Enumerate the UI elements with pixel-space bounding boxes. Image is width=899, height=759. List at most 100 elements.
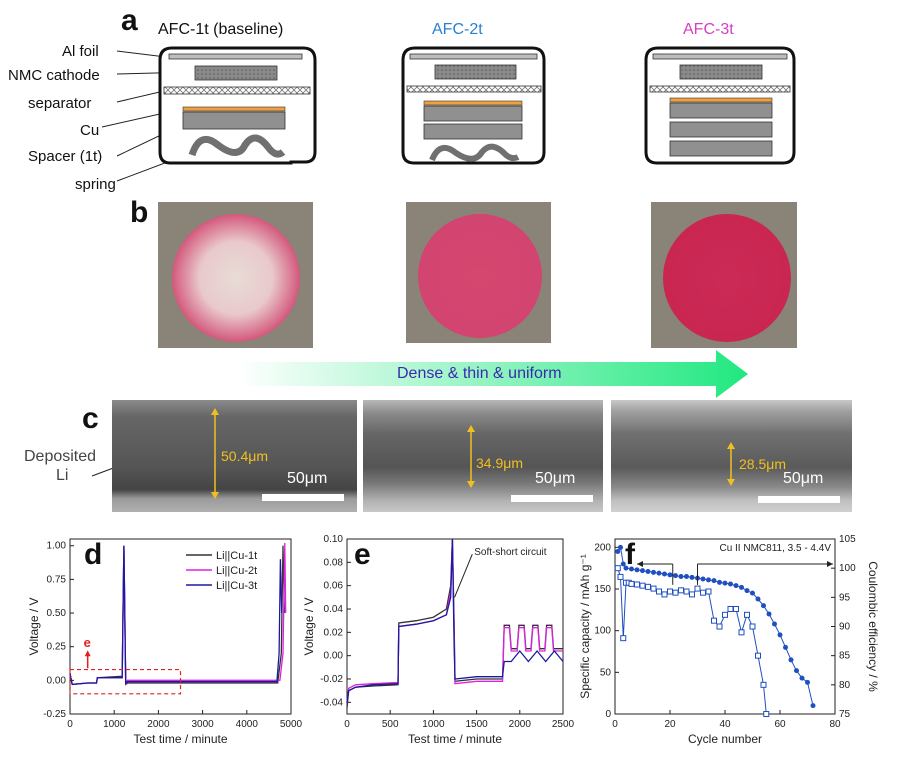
- capacity-point: [810, 703, 816, 709]
- trend-arrow-label: Dense & thin & uniform: [397, 365, 562, 382]
- trend-arrow: [238, 350, 748, 398]
- cell-condition-annotation: Cu II NMC811, 3.5 - 4.4V: [719, 543, 831, 554]
- deposit-photo-1t: [158, 202, 313, 348]
- capacity-point: [689, 574, 695, 580]
- capacity-point: [744, 588, 750, 594]
- cell-schematics: [101, 46, 796, 182]
- legend-label: Li||Cu-1t: [216, 550, 257, 562]
- capacity-point: [700, 576, 706, 582]
- capacity-point: [794, 668, 799, 674]
- inset-label: e: [84, 635, 91, 650]
- y-tick-label: 50: [600, 667, 612, 678]
- deposited-li-label-2: Li: [56, 467, 69, 484]
- x-tick-label: 40: [719, 719, 731, 730]
- y-tick-label: 100: [594, 626, 611, 637]
- capacity-point: [717, 579, 722, 585]
- panel-a-letter: a: [121, 4, 138, 37]
- axis-arrow-left-head: [637, 561, 643, 567]
- y-tick-label: -0.25: [43, 709, 66, 720]
- capacity-point: [805, 679, 810, 685]
- sem-image-3t: 28.5μm 50μm: [611, 400, 852, 512]
- x-tick-label: 3000: [191, 719, 214, 730]
- y-axis-label: Specific capacity / mAh g⁻¹: [578, 554, 592, 698]
- ce-point: [620, 635, 627, 642]
- capacity-point: [761, 603, 766, 609]
- y2-tick-label: 95: [839, 592, 851, 603]
- panel-d-letter: d: [84, 538, 103, 571]
- capacity-point: [618, 544, 623, 550]
- label-cu: Cu: [80, 122, 100, 139]
- cell-title-1t: AFC-1t (baseline): [158, 21, 284, 38]
- capacity-point: [645, 569, 651, 574]
- ce-point: [689, 591, 695, 598]
- y-tick-label: 0.02: [324, 627, 344, 638]
- y-tick-label: 0.75: [47, 574, 67, 585]
- label-spring: spring: [75, 176, 116, 193]
- y-tick-label: 0.06: [324, 581, 344, 592]
- ce-point: [656, 588, 662, 595]
- chart-d: 0 1000 2000 3000 4000 5000 -0.25 0.00 0.25 0.50 0.…: [27, 538, 303, 746]
- y-tick-label: 0.50: [47, 608, 67, 619]
- ce-point: [755, 652, 761, 659]
- sem-scale-text-2t: 50μm: [535, 470, 576, 487]
- panel-e-letter: e: [354, 538, 371, 571]
- label-nmc-cathode: NMC cathode: [8, 67, 100, 84]
- sem-image-1t: 50.4μm 50μm: [112, 400, 357, 512]
- sem-scalebar-1t: [262, 494, 344, 501]
- y-tick-label: 0: [605, 709, 611, 720]
- x-axis-label: Test time / minute: [133, 732, 227, 746]
- sem-thickness-1t: 50.4μm: [221, 448, 268, 464]
- sem-thickness-3t: 28.5μm: [739, 456, 786, 472]
- ce-point: [678, 587, 684, 594]
- sem-thickness-2t: 34.9μm: [476, 455, 523, 471]
- sem-scalebar-3t: [758, 496, 840, 503]
- y-axis-label: Voltage / V: [27, 597, 41, 655]
- capacity-point: [623, 565, 629, 571]
- capacity-point: [678, 574, 684, 579]
- deposit-photo-3t: [651, 202, 797, 348]
- panel-b-letter: b: [130, 196, 149, 229]
- ce-point: [628, 580, 635, 587]
- ce-point: [722, 611, 728, 618]
- ce-point: [744, 611, 750, 618]
- capacity-point: [733, 583, 739, 589]
- plot-frame: [69, 538, 292, 715]
- label-separator: separator: [28, 95, 92, 112]
- x-tick-label: 2000: [509, 719, 532, 730]
- y2-tick-label: 75: [839, 709, 851, 720]
- axis-arrow-right-head: [827, 561, 833, 567]
- ce-point: [614, 565, 621, 572]
- x-tick-label: 80: [829, 719, 841, 730]
- sem-scale-text-1t: 50μm: [287, 470, 328, 487]
- y2-tick-label: 90: [839, 622, 851, 633]
- capacity-point: [673, 573, 678, 579]
- capacity-point: [722, 580, 728, 586]
- sem-image-2t: 34.9μm 50μm: [363, 400, 603, 512]
- capacity-point: [711, 578, 717, 584]
- ce-line: [617, 568, 767, 715]
- capacity-point: [684, 574, 689, 579]
- plot-frame: [346, 538, 564, 715]
- y-tick-label: 1.00: [47, 541, 67, 552]
- inset-zoom-box: [69, 668, 182, 695]
- capacity-point: [640, 568, 645, 574]
- ce-point: [738, 629, 745, 636]
- capacity-point: [667, 572, 673, 578]
- capacity-point: [662, 571, 667, 577]
- capacity-point: [750, 590, 755, 596]
- deposited-li-label-1: Deposited: [24, 448, 97, 465]
- panel-c-letter: c: [82, 402, 99, 435]
- x-tick-label: 0: [67, 719, 73, 730]
- x-tick-label: 2500: [552, 719, 575, 730]
- y2-axis-label: Coulombic efficiency / %: [866, 561, 880, 692]
- ce-point: [645, 583, 651, 590]
- x-tick-label: 500: [382, 719, 399, 730]
- capacity-point: [634, 567, 640, 573]
- capacity-point: [620, 561, 626, 567]
- cell-1t-diagram: [158, 46, 317, 165]
- y-tick-label: 0.04: [324, 604, 344, 615]
- x-tick-label: 60: [774, 719, 786, 730]
- inset-arrow-head: [84, 650, 91, 657]
- capacity-point: [799, 675, 805, 681]
- ce-point: [650, 585, 657, 592]
